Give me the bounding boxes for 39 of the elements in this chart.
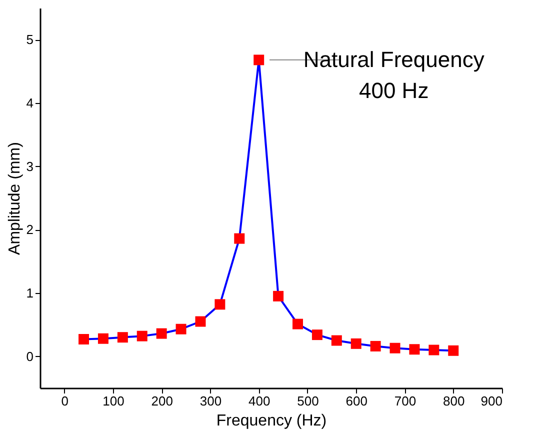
point (390, 342, 400, 354)
x-tick-label: 600 (346, 394, 368, 408)
point (312, 330, 322, 340)
annotation: Natural Frequency 400 Hz (303, 46, 484, 103)
point (428, 344, 440, 356)
point (136, 330, 148, 342)
point (234, 233, 245, 244)
x-tick-label: 200 (151, 394, 173, 408)
point (292, 318, 303, 330)
y-tick-label: 1 (26, 286, 34, 300)
point (448, 345, 459, 356)
x-tick-label: 700 (394, 394, 416, 408)
y-tick-label: 3 (26, 158, 34, 174)
point (117, 332, 128, 343)
x-tick-label: 100 (102, 394, 124, 408)
x-tick-label: 500 (297, 394, 319, 408)
point (350, 338, 362, 349)
y-tick-label: 0 (26, 348, 34, 364)
point (273, 290, 284, 302)
point (78, 334, 90, 344)
y-tick-label: 4 (26, 96, 34, 110)
point (254, 54, 264, 66)
point (176, 324, 186, 334)
x-tick-label: 400 (248, 394, 270, 408)
x-axis-title: Frequency (Hz) (216, 412, 327, 430)
point (156, 328, 167, 339)
point (370, 340, 381, 352)
point (409, 344, 420, 355)
point (214, 299, 226, 310)
x-tick-label: 300 (200, 394, 222, 408)
y-axis-title: Amplitude (mm) (6, 142, 24, 255)
point (331, 335, 342, 346)
y-tick-label: 5 (26, 32, 34, 48)
point (98, 333, 108, 344)
x-tick-label: 900 (480, 394, 502, 408)
point (195, 316, 206, 327)
y-tick-label: 2 (26, 222, 34, 238)
x-tick-label: 0 (61, 394, 68, 408)
x-tick-label: 800 (443, 394, 465, 408)
